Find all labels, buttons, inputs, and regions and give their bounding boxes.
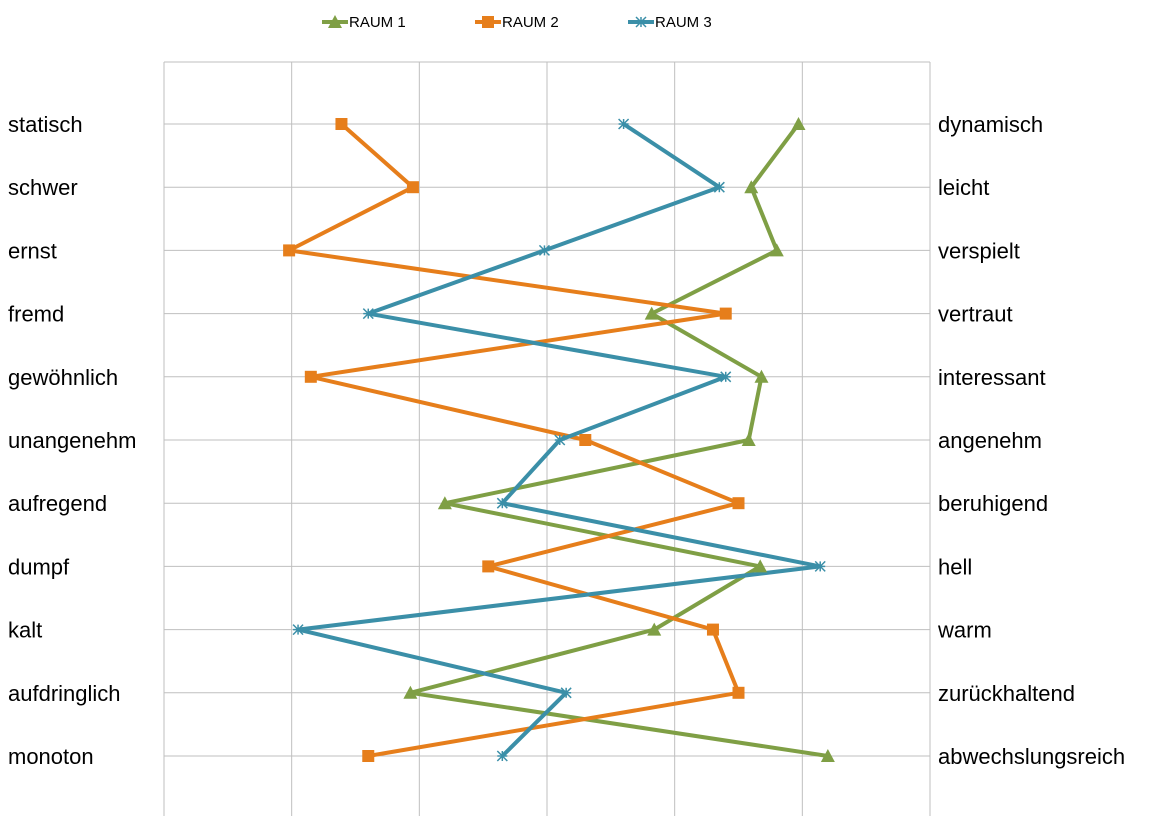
right-label: hell: [938, 554, 972, 579]
right-label: interessant: [938, 365, 1046, 390]
data-point-raum-3: [538, 244, 550, 256]
data-point-raum-2: [579, 434, 592, 446]
data-point-raum-1: [644, 306, 659, 320]
right-label: warm: [937, 618, 992, 643]
data-point-raum-1: [741, 433, 756, 446]
data-point-raum-3: [713, 181, 725, 193]
left-label: monoton: [8, 744, 94, 769]
right-label: verspielt: [938, 238, 1020, 263]
legend-label: RAUM 2: [502, 14, 559, 31]
left-label: fremd: [8, 302, 64, 327]
right-label: abwechslungsreich: [938, 744, 1125, 769]
data-point-raum-2: [283, 244, 296, 257]
data-point-raum-1: [753, 559, 768, 573]
data-point-raum-3: [362, 308, 374, 320]
data-point-raum-2: [732, 497, 745, 510]
right-label: vertraut: [938, 302, 1013, 327]
data-point-raum-2: [719, 307, 732, 320]
data-point-raum-1: [754, 369, 769, 383]
data-point-raum-1: [647, 622, 662, 636]
left-adjective-labels: statisch schwer ernst fremd gewöhnlich unange…: [8, 112, 136, 769]
data-point-raum-3: [554, 434, 566, 446]
legend-label: RAUM 3: [655, 14, 712, 31]
data-point-raum-3: [496, 750, 508, 762]
legend-swatch-marker: [328, 15, 342, 28]
left-label: unangenehm: [8, 428, 136, 453]
data-point-raum-2: [732, 686, 745, 699]
left-label: gewöhnlich: [8, 365, 118, 390]
legend-swatch-marker: [482, 16, 494, 28]
plot-grid: [163, 61, 931, 816]
right-label: zurückhaltend: [938, 681, 1075, 706]
right-label: beruhigend: [938, 491, 1048, 516]
right-adjective-labels: dynamisch leicht verspielt vertraut interess…: [937, 112, 1125, 769]
data-point-raum-2: [362, 750, 375, 762]
data-point-raum-3: [292, 624, 304, 636]
series-markers: [283, 117, 835, 762]
chart-legend: RAUM 1 RAUM 2 RAUM 3: [322, 14, 712, 31]
left-label: aufdringlich: [8, 681, 121, 706]
data-point-raum-1: [769, 243, 784, 257]
left-label: dumpf: [8, 554, 70, 579]
data-point-raum-3: [496, 497, 508, 509]
left-label: schwer: [8, 175, 78, 200]
data-point-raum-1: [437, 496, 452, 510]
right-label: angenehm: [938, 428, 1042, 453]
left-label: aufregend: [8, 491, 107, 516]
left-label: ernst: [8, 238, 57, 263]
left-label: kalt: [8, 618, 42, 643]
legend-label: RAUM 1: [349, 14, 406, 31]
data-point-raum-2: [406, 181, 419, 194]
right-label: dynamisch: [938, 112, 1043, 137]
legend-swatch-marker: [635, 16, 647, 28]
right-label: leicht: [938, 175, 989, 200]
data-point-raum-1: [791, 117, 806, 130]
data-point-raum-1: [744, 180, 759, 194]
data-point-raum-2: [482, 560, 495, 573]
data-point-raum-3: [618, 118, 630, 130]
data-point-raum-2: [706, 623, 719, 636]
data-point-raum-3: [720, 371, 732, 383]
data-point-raum-1: [403, 685, 418, 699]
data-point-raum-2: [304, 370, 317, 383]
data-point-raum-3: [560, 687, 572, 699]
left-label: statisch: [8, 112, 83, 137]
data-point-raum-3: [814, 560, 826, 572]
data-point-raum-2: [335, 118, 348, 130]
data-point-raum-1: [820, 749, 835, 762]
